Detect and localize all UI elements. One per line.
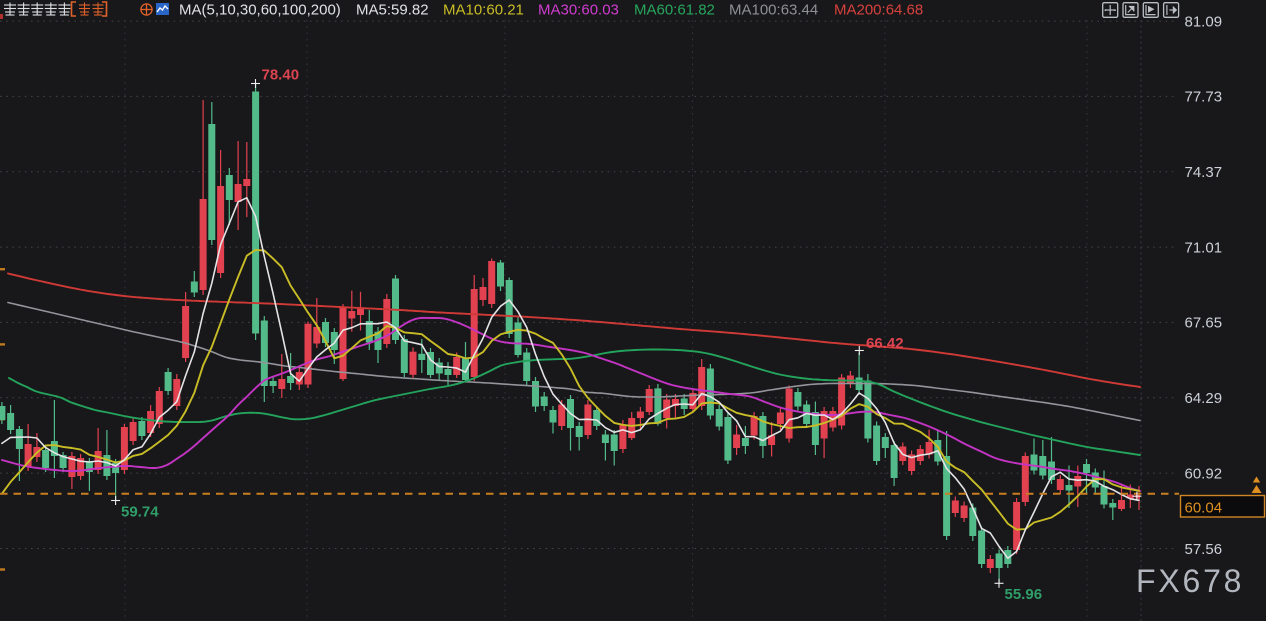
svg-text:57.56: 57.56 xyxy=(1185,541,1223,558)
svg-text:MA200:64.68: MA200:64.68 xyxy=(834,2,923,19)
svg-text:55.96: 55.96 xyxy=(1005,586,1043,603)
svg-text:59.74: 59.74 xyxy=(121,504,159,521)
svg-text:81.09: 81.09 xyxy=(1185,13,1223,30)
svg-text:78.40: 78.40 xyxy=(262,67,300,84)
svg-text:64.29: 64.29 xyxy=(1185,390,1223,407)
svg-text:71.01: 71.01 xyxy=(1185,239,1223,256)
svg-text:FX678: FX678 xyxy=(1136,563,1244,599)
svg-text:MA5:59.82: MA5:59.82 xyxy=(356,2,429,19)
svg-text:74.37: 74.37 xyxy=(1185,164,1223,181)
svg-text:60.92: 60.92 xyxy=(1185,465,1223,482)
svg-text:77.73: 77.73 xyxy=(1185,89,1223,106)
svg-text:MA(5,10,30,60,100,200): MA(5,10,30,60,100,200) xyxy=(179,2,341,19)
svg-text:66.42: 66.42 xyxy=(866,335,904,352)
svg-text:MA100:63.44: MA100:63.44 xyxy=(729,2,818,19)
svg-text:60.04: 60.04 xyxy=(1185,499,1223,516)
svg-text:67.65: 67.65 xyxy=(1185,315,1223,332)
svg-text:MA60:61.82: MA60:61.82 xyxy=(634,2,715,19)
svg-text:MA10:60.21: MA10:60.21 xyxy=(443,2,524,19)
svg-text:MA30:60.03: MA30:60.03 xyxy=(538,2,619,19)
